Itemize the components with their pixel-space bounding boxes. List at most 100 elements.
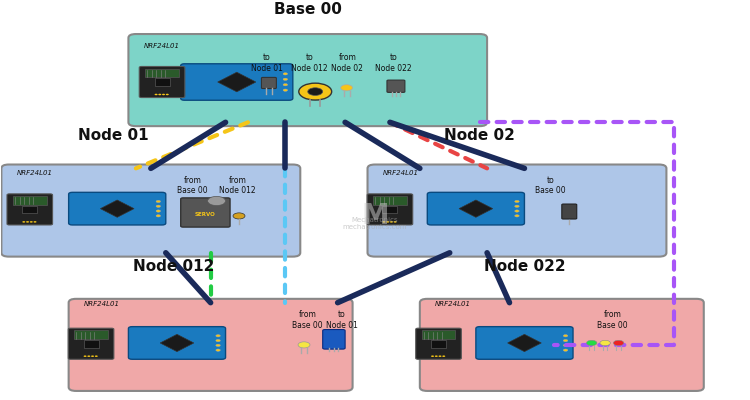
Text: to
Node 01: to Node 01	[326, 310, 358, 330]
Circle shape	[563, 340, 568, 342]
Polygon shape	[217, 72, 256, 92]
FancyBboxPatch shape	[476, 327, 573, 359]
Polygon shape	[508, 334, 542, 352]
FancyBboxPatch shape	[2, 164, 300, 257]
FancyBboxPatch shape	[13, 196, 46, 205]
Circle shape	[514, 205, 519, 208]
FancyBboxPatch shape	[68, 328, 114, 359]
Text: Node 022: Node 022	[484, 259, 566, 274]
FancyBboxPatch shape	[74, 330, 108, 339]
FancyBboxPatch shape	[368, 164, 667, 257]
Polygon shape	[160, 334, 194, 352]
Circle shape	[431, 356, 434, 357]
FancyBboxPatch shape	[382, 206, 398, 213]
Circle shape	[162, 94, 165, 95]
Text: NRF24L01: NRF24L01	[435, 300, 471, 306]
Text: Base 00: Base 00	[274, 2, 342, 17]
Text: to
Base 00: to Base 00	[536, 176, 566, 195]
Circle shape	[94, 356, 98, 357]
Circle shape	[216, 340, 220, 342]
Text: to
Node 012: to Node 012	[291, 53, 328, 72]
Text: Node 012: Node 012	[133, 259, 214, 274]
Circle shape	[22, 221, 26, 223]
Text: from
Base 00: from Base 00	[597, 310, 628, 330]
Text: from
Node 02: from Node 02	[332, 53, 363, 72]
Text: Mechatronics
mechatronics.com: Mechatronics mechatronics.com	[343, 218, 407, 230]
FancyBboxPatch shape	[7, 194, 53, 225]
Text: NRF24L01: NRF24L01	[382, 170, 418, 176]
Circle shape	[386, 221, 389, 223]
FancyBboxPatch shape	[262, 78, 276, 88]
FancyBboxPatch shape	[128, 34, 487, 126]
FancyBboxPatch shape	[374, 196, 406, 205]
Circle shape	[614, 340, 624, 346]
FancyBboxPatch shape	[431, 340, 446, 348]
Text: from
Base 00: from Base 00	[292, 310, 323, 330]
Circle shape	[87, 356, 90, 357]
Circle shape	[563, 335, 568, 337]
Circle shape	[156, 215, 160, 217]
Circle shape	[600, 340, 610, 346]
FancyBboxPatch shape	[387, 80, 405, 92]
Circle shape	[298, 83, 332, 100]
FancyBboxPatch shape	[368, 194, 413, 225]
Circle shape	[233, 213, 245, 219]
Circle shape	[156, 205, 160, 208]
Circle shape	[298, 342, 310, 348]
FancyBboxPatch shape	[154, 78, 170, 86]
FancyBboxPatch shape	[140, 66, 184, 98]
Circle shape	[308, 88, 322, 96]
Text: to
Node 01: to Node 01	[251, 53, 283, 72]
Circle shape	[30, 221, 33, 223]
Circle shape	[156, 200, 160, 203]
Circle shape	[283, 89, 287, 91]
Circle shape	[394, 221, 397, 223]
FancyBboxPatch shape	[83, 340, 98, 348]
FancyBboxPatch shape	[128, 327, 226, 359]
Polygon shape	[459, 200, 493, 217]
FancyBboxPatch shape	[416, 328, 461, 359]
Circle shape	[514, 210, 519, 212]
Text: from
Base 00: from Base 00	[177, 176, 208, 195]
Circle shape	[283, 78, 287, 80]
Circle shape	[156, 210, 160, 212]
Circle shape	[83, 356, 86, 357]
FancyBboxPatch shape	[69, 192, 166, 225]
Circle shape	[166, 94, 169, 95]
Circle shape	[154, 94, 158, 95]
Circle shape	[26, 221, 29, 223]
Circle shape	[91, 356, 94, 357]
Text: SERVO: SERVO	[195, 212, 216, 217]
Text: NRF24L01: NRF24L01	[83, 300, 119, 306]
FancyBboxPatch shape	[322, 330, 345, 349]
Text: NRF24L01: NRF24L01	[16, 170, 53, 176]
Circle shape	[382, 221, 386, 223]
Circle shape	[514, 215, 519, 217]
Text: Node 01: Node 01	[78, 128, 148, 144]
Text: from
Node 012: from Node 012	[219, 176, 256, 195]
Circle shape	[586, 340, 597, 346]
Circle shape	[439, 356, 442, 357]
Circle shape	[283, 84, 287, 86]
Circle shape	[563, 349, 568, 351]
Circle shape	[563, 344, 568, 346]
Circle shape	[208, 196, 226, 206]
Circle shape	[514, 200, 519, 203]
Circle shape	[435, 356, 438, 357]
FancyBboxPatch shape	[22, 206, 38, 213]
FancyBboxPatch shape	[181, 64, 292, 100]
Circle shape	[34, 221, 37, 223]
FancyBboxPatch shape	[69, 299, 352, 391]
FancyBboxPatch shape	[422, 330, 455, 339]
Polygon shape	[100, 200, 134, 217]
FancyBboxPatch shape	[427, 192, 524, 225]
Text: M: M	[362, 202, 388, 230]
Circle shape	[216, 335, 220, 337]
Circle shape	[340, 85, 352, 91]
Circle shape	[442, 356, 446, 357]
FancyBboxPatch shape	[562, 204, 577, 219]
Text: to
Node 022: to Node 022	[375, 53, 412, 72]
Circle shape	[390, 221, 393, 223]
FancyBboxPatch shape	[420, 299, 704, 391]
FancyBboxPatch shape	[146, 69, 178, 77]
